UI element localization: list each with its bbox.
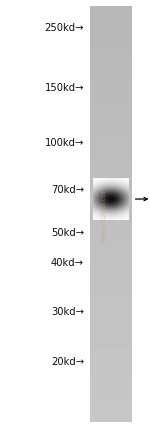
Text: 100kd→: 100kd→ <box>45 138 84 149</box>
Text: 40kd→: 40kd→ <box>51 258 84 268</box>
Text: 30kd→: 30kd→ <box>51 307 84 318</box>
Text: 250kd→: 250kd→ <box>45 23 84 33</box>
Text: www.ptglab.com: www.ptglab.com <box>100 185 106 243</box>
Text: 20kd→: 20kd→ <box>51 357 84 367</box>
Text: 50kd→: 50kd→ <box>51 228 84 238</box>
Text: 70kd→: 70kd→ <box>51 185 84 196</box>
Text: 150kd→: 150kd→ <box>45 83 84 93</box>
